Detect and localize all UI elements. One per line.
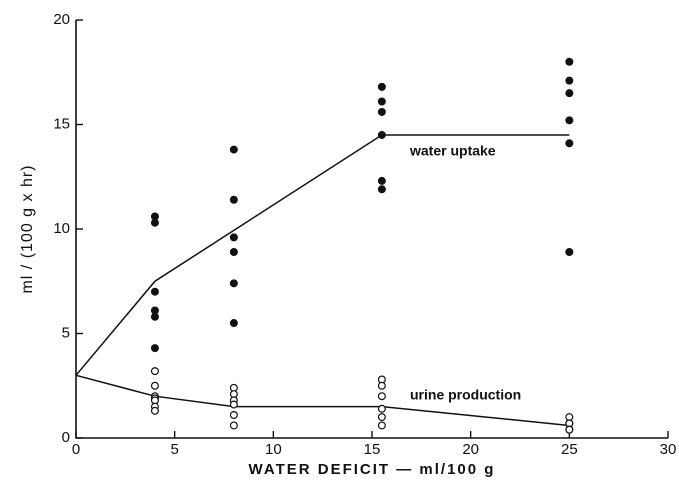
data-point xyxy=(377,97,386,106)
y-tick-label: 0 xyxy=(62,429,70,446)
data-point xyxy=(150,218,159,227)
data-point xyxy=(377,82,386,91)
data-point xyxy=(377,413,386,422)
x-tick-label: 10 xyxy=(265,441,282,458)
y-tick-label: 15 xyxy=(53,115,70,132)
data-point xyxy=(229,145,238,154)
data-point xyxy=(229,279,238,288)
x-tick-label: 20 xyxy=(462,441,479,458)
data-point xyxy=(377,130,386,139)
fit-line xyxy=(75,134,570,376)
data-point xyxy=(150,287,159,296)
data-point xyxy=(150,367,159,376)
data-point xyxy=(565,89,574,98)
y-tick-label: 10 xyxy=(53,220,70,237)
series-label: urine production xyxy=(410,387,521,403)
y-tick-label: 5 xyxy=(62,324,70,341)
data-point xyxy=(229,400,238,409)
data-point xyxy=(377,392,386,401)
data-point xyxy=(229,421,238,430)
data-point xyxy=(229,411,238,420)
data-point xyxy=(565,425,574,434)
data-point xyxy=(229,233,238,242)
x-tick-label: 30 xyxy=(660,441,677,458)
data-point xyxy=(150,312,159,321)
data-point xyxy=(229,195,238,204)
data-point xyxy=(377,421,386,430)
axes xyxy=(75,20,668,439)
data-point xyxy=(150,344,159,353)
y-axis-label: ml / (100 g x hr) xyxy=(19,164,36,293)
data-point xyxy=(565,247,574,256)
data-point xyxy=(565,139,574,148)
data-point xyxy=(565,76,574,85)
data-point xyxy=(377,404,386,413)
data-point xyxy=(377,381,386,390)
series-label: water uptake xyxy=(409,143,496,159)
data-point xyxy=(377,107,386,116)
x-axis-label: WATER DEFICIT — ml/100 g xyxy=(249,461,496,478)
x-tick-label: 5 xyxy=(170,441,178,458)
x-tick-label: 25 xyxy=(561,441,578,458)
x-tick-label: 0 xyxy=(72,441,80,458)
data-point xyxy=(377,185,386,194)
data-point xyxy=(565,116,574,125)
y-tick-label: 20 xyxy=(53,11,70,28)
x-tick-label: 15 xyxy=(364,441,381,458)
data-point xyxy=(565,57,574,66)
data-point xyxy=(377,176,386,185)
data-point xyxy=(150,406,159,415)
data-point xyxy=(229,319,238,328)
data-point xyxy=(229,247,238,256)
data-point xyxy=(150,381,159,390)
